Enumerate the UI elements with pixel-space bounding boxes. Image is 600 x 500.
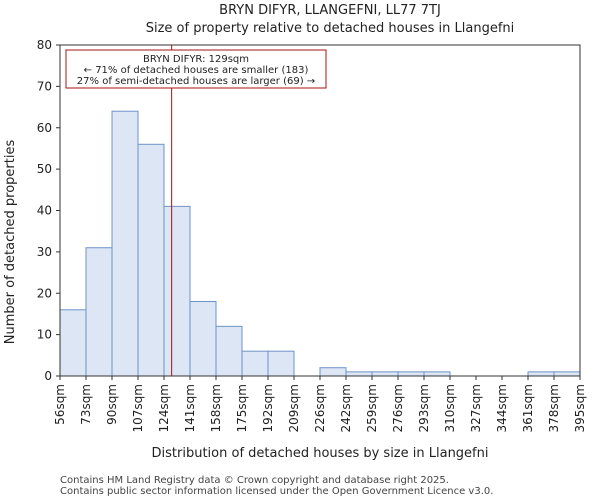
bar-158sqm <box>215 325 243 377</box>
y-tick-label: 80 <box>37 38 52 52</box>
x-tick-label: 141sqm <box>183 384 197 432</box>
x-tick-label: 209sqm <box>287 384 301 432</box>
x-tick-label: 327sqm <box>469 384 483 432</box>
x-tick-label: 107sqm <box>131 384 145 432</box>
x-tick-label: 90sqm <box>105 384 119 425</box>
bar-276sqm <box>397 371 425 377</box>
x-axis-label: Distribution of detached houses by size … <box>152 446 489 461</box>
bar-73sqm <box>85 247 113 377</box>
bar-124sqm <box>163 205 191 377</box>
x-tick-label: 293sqm <box>417 384 431 432</box>
annotation-line-1: BRYN DIFYR: 129sqm <box>143 54 249 65</box>
x-tick-label: 192sqm <box>261 384 275 432</box>
y-tick-label: 0 <box>44 369 52 383</box>
x-tick-label: 124sqm <box>157 384 171 432</box>
y-tick-label: 50 <box>37 162 52 176</box>
x-tick-label: 276sqm <box>391 384 405 432</box>
bar-378sqm <box>553 371 581 377</box>
x-tick-label: 344sqm <box>495 384 509 432</box>
bar-56sqm <box>59 309 87 377</box>
y-tick-label: 20 <box>37 286 52 300</box>
x-tick-label: 242sqm <box>339 384 353 432</box>
footer-line-1: Contains HM Land Registry data © Crown c… <box>60 475 449 486</box>
annotation-line-3: 27% of semi-detached houses are larger (… <box>77 76 315 87</box>
x-tick-label: 73sqm <box>79 384 93 425</box>
x-axis: 56sqm 73sqm 90sqm 107sqm 124sqm 141sqm 158sqm 1… <box>53 376 587 432</box>
footer-line-2: Contains public sector information licen… <box>60 486 493 497</box>
bar-293sqm <box>423 371 451 377</box>
bar-192sqm <box>267 350 295 377</box>
bar-259sqm <box>371 371 399 377</box>
y-tick-label: 40 <box>37 204 52 218</box>
y-tick-label: 70 <box>37 79 52 93</box>
x-tick-label: 395sqm <box>573 384 587 432</box>
chart-title: BRYN DIFYR, LLANGEFNI, LL77 7TJ <box>219 3 441 18</box>
property-marker: BRYN DIFYR: 129sqm ← 71% of detached hou… <box>65 45 327 376</box>
x-tick-label: 175sqm <box>235 384 249 432</box>
bar-107sqm <box>137 143 165 377</box>
bar-226sqm <box>319 367 347 377</box>
y-tick-label: 10 <box>37 328 52 342</box>
x-tick-label: 259sqm <box>365 384 379 432</box>
y-tick-label: 60 <box>37 121 52 135</box>
x-tick-label: 378sqm <box>547 384 561 432</box>
bar-361sqm <box>527 371 555 377</box>
bar-175sqm <box>241 350 269 377</box>
annotation-box <box>65 49 327 89</box>
x-tick-label: 310sqm <box>443 384 457 432</box>
y-tick-label: 30 <box>37 245 52 259</box>
x-tick-label: 361sqm <box>521 384 535 432</box>
bar-242sqm <box>345 371 373 377</box>
y-axis-label: Number of detached properties <box>3 140 18 345</box>
annotation-line-2: ← 71% of detached houses are smaller (18… <box>84 65 309 76</box>
x-tick-label: 158sqm <box>209 384 223 432</box>
x-tick-label: 56sqm <box>53 384 67 425</box>
chart-subtitle: Size of property relative to detached ho… <box>146 21 515 36</box>
bars-group <box>59 110 581 377</box>
y-axis: 0 10 20 30 40 50 60 70 80 <box>37 38 60 383</box>
bar-141sqm <box>189 301 217 377</box>
bar-90sqm <box>111 110 139 377</box>
x-tick-label: 226sqm <box>313 384 327 432</box>
